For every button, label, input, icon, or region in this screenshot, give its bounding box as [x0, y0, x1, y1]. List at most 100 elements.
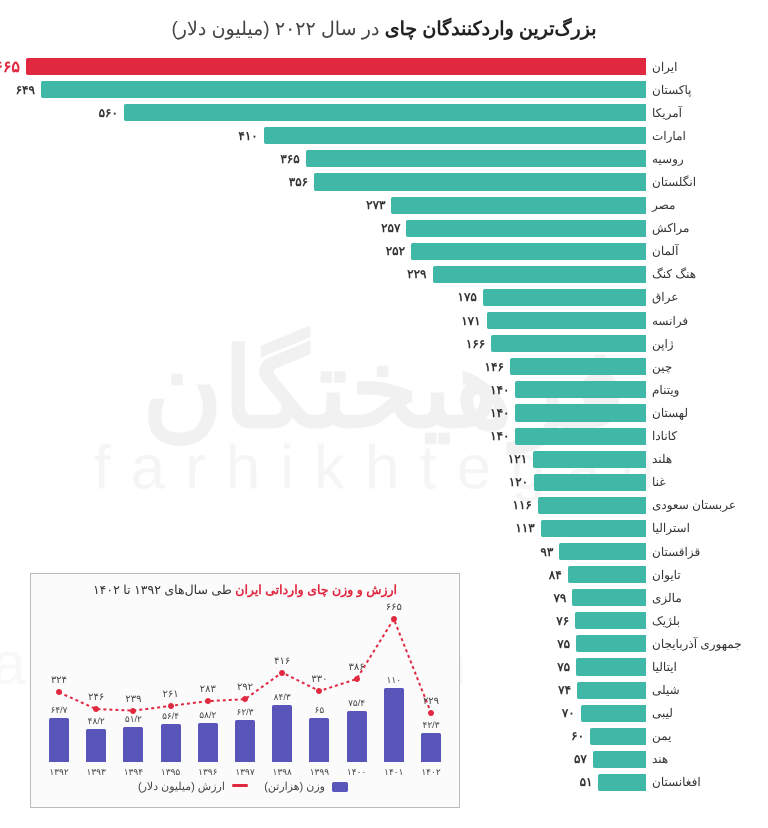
inset-title: ارزش و وزن چای وارداتی ایران طی سال‌های … [41, 582, 449, 597]
bar-row: هلند ۱۲۱ [24, 448, 744, 471]
inset-line-value: ۳۳۰ [311, 674, 327, 685]
inset-bar-label: ۴۸/۲ [88, 716, 105, 727]
inset-bar [198, 723, 218, 762]
inset-xlabel: ۱۳۹۳ [87, 767, 106, 778]
inset-xlabel: ۱۳۹۶ [198, 767, 217, 778]
inset-line-point [242, 696, 248, 702]
bar-row: لهستان ۱۴۰ [24, 401, 744, 424]
bar-ylabel: ایران [646, 60, 744, 74]
bar-ylabel: هلند [646, 452, 744, 466]
bar-row: آمریکا۵۶۰ [24, 101, 744, 124]
inset-bar-label: ۸۴/۳ [274, 692, 291, 703]
bar-area: ۲۵۲ [24, 240, 646, 263]
inset-bar-label: ۵۸/۲ [199, 710, 216, 721]
inset-bar [161, 724, 181, 762]
bar [533, 451, 646, 468]
bar-value-label: ۵۱ [580, 775, 593, 789]
bar-value-label: ۷۵ [557, 660, 570, 674]
bar-value-label: ۱۲۱ [508, 452, 527, 466]
inset-bar-label: ۱۱۰ [387, 675, 402, 686]
bar-value-label: ۱۴۰ [490, 383, 509, 397]
legend-line-label: ارزش (میلیون دلار) [138, 781, 225, 793]
inset-bar-label: ۶۴/۷ [50, 705, 67, 716]
bar-value-label: ۱۴۶ [485, 360, 504, 374]
bar-area: ۶۶۵ [24, 55, 646, 78]
bar [559, 543, 646, 560]
inset-line-point [428, 710, 434, 716]
bar-ylabel: شیلی [646, 683, 744, 697]
bar-ylabel: جمهوری آذربایجان [646, 637, 744, 651]
bar-value-label: ۶۰ [571, 729, 584, 743]
bar [124, 104, 646, 121]
inset-bar-label: ۵۶/۴ [162, 711, 179, 722]
bar-value-label: ۳۶۵ [280, 152, 299, 166]
inset-bar [235, 720, 255, 762]
bar-value-label: ۱۷۱ [461, 314, 480, 328]
bar [581, 705, 646, 722]
bar-ylabel: فرانسه [646, 314, 744, 328]
bar-ylabel: مراکش [646, 221, 744, 235]
bar-row: عربستان سعودی۱۱۶ [24, 494, 744, 517]
bar-value-label: ۵۷ [574, 752, 587, 766]
bar-ylabel: چین [646, 360, 744, 374]
bar-area: ۳۵۶ [24, 170, 646, 193]
bar [264, 127, 646, 144]
bar [411, 243, 646, 260]
bar-ylabel: غنا [646, 475, 744, 489]
bar-ylabel: کانادا [646, 429, 744, 443]
bar [576, 658, 646, 675]
bar-value-label: ۴۱۰ [238, 129, 257, 143]
bar-ylabel: ویتنام [646, 383, 744, 397]
chart-title: بزرگ‌ترین واردکنندگان چای در سال ۲۰۲۲ (م… [22, 18, 746, 41]
bar-row: ژاپن۱۶۶ [24, 332, 744, 355]
bar-area: ۳۶۵ [24, 147, 646, 170]
inset-line-point [391, 616, 397, 622]
inset-line-value: ۲۶۱ [163, 689, 179, 700]
inset-title-rest: طی سال‌های ۱۳۹۲ تا ۱۴۰۲ [93, 583, 235, 597]
bar-area: ۲۲۹ [24, 263, 646, 286]
bar [572, 589, 646, 606]
bar-value-label: ۷۰ [562, 706, 575, 720]
bar [575, 612, 646, 629]
bar-value-label: ۶۴۹ [16, 83, 35, 97]
bar-value-label: ۶۶۵ [0, 57, 20, 77]
bar-value-label: ۱۴۰ [490, 406, 509, 420]
inset-line-point [205, 698, 211, 704]
bar [541, 520, 646, 537]
bar-ylabel: هنگ کنگ [646, 267, 744, 281]
bar-ylabel: عربستان سعودی [646, 498, 744, 512]
bar [433, 266, 647, 283]
bar-ylabel: آلمان [646, 244, 744, 258]
inset-bar [347, 711, 367, 762]
legend-bar-label: وزن (هزارتن) [264, 781, 325, 793]
bar-row: هنگ کنگ۲۲۹ [24, 263, 744, 286]
bar [406, 220, 646, 237]
inset-xlabel: ۱۳۹۸ [273, 767, 292, 778]
bar-ylabel: پاکستان [646, 83, 744, 97]
inset-line-value: ۲۴۶ [88, 692, 104, 703]
bar-value-label: ۷۴ [558, 683, 571, 697]
inset-bar [272, 705, 292, 762]
bar [491, 335, 646, 352]
bar [576, 635, 646, 652]
bar-area: ۱۴۰ [24, 425, 646, 448]
inset-line-point [354, 676, 360, 682]
bar [391, 197, 646, 214]
bar-ylabel: انگلستان [646, 175, 744, 189]
bar-row: فرانسه ۱۷۱ [24, 309, 744, 332]
container: بزرگ‌ترین واردکنندگان چای در سال ۲۰۲۲ (م… [0, 0, 768, 828]
title-bold: بزرگ‌ترین واردکنندگان چای [385, 19, 597, 40]
inset-xlabel: ۱۳۹۴ [124, 767, 143, 778]
bar-row: استرالیا۱۱۳ [24, 517, 744, 540]
bar-ylabel: لهستان [646, 406, 744, 420]
bar-area: ۱۲۱ [24, 448, 646, 471]
inset-bar-label: ۴۲/۳ [422, 720, 439, 731]
bar-ylabel: عراق [646, 290, 744, 304]
bar [515, 404, 646, 421]
bar-ylabel: هند [646, 752, 744, 766]
bar-area: ۱۴۰ [24, 378, 646, 401]
bar [515, 428, 646, 445]
inset-bar [421, 733, 441, 762]
bar [577, 682, 646, 699]
bar-row: پاکستان۶۴۹ [24, 78, 744, 101]
